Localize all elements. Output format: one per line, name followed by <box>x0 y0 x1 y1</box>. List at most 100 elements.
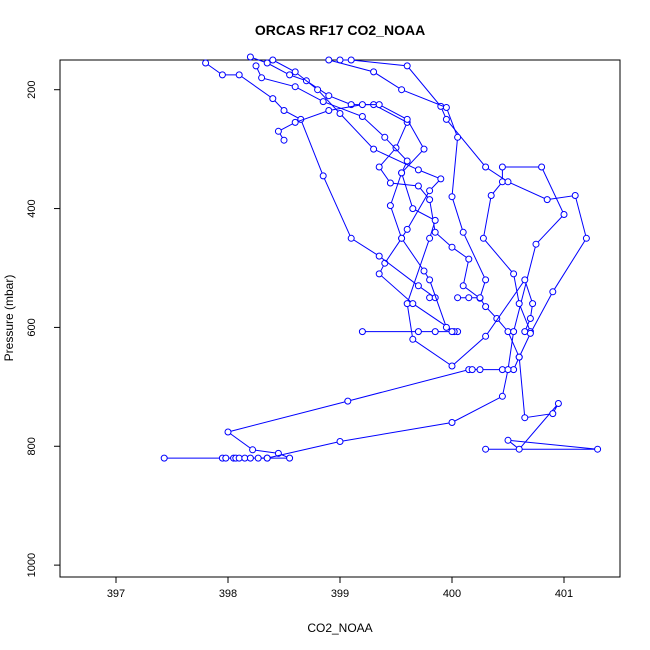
x-tick-label-3: 400 <box>443 588 461 600</box>
data-point-2-17 <box>403 62 411 70</box>
data-point-5-3 <box>482 276 490 284</box>
data-point-0-27 <box>431 228 439 236</box>
data-point-3-15 <box>314 86 322 94</box>
data-point-5-8 <box>398 86 406 94</box>
series-layer <box>160 53 602 462</box>
y-tick-label-1: 400 <box>26 199 38 217</box>
data-point-5-1 <box>465 294 473 302</box>
data-point-0-26 <box>448 243 456 251</box>
data-point-6-12 <box>426 276 434 284</box>
data-point-2-9 <box>549 288 557 296</box>
data-point-0-28 <box>426 196 434 204</box>
x-tick-label-0: 397 <box>107 588 125 600</box>
data-point-1-32 <box>319 98 327 106</box>
data-point-0-40 <box>246 53 254 61</box>
data-point-2-1 <box>594 445 602 453</box>
data-point-1-27 <box>409 205 417 213</box>
data-point-1-35 <box>252 62 260 70</box>
data-point-2-13 <box>504 178 512 186</box>
data-point-2-14 <box>482 163 490 171</box>
series-5 <box>325 56 490 302</box>
series-6 <box>274 101 456 336</box>
data-point-2-2 <box>504 436 512 444</box>
data-point-2-15 <box>442 115 450 123</box>
data-point-1-17 <box>521 328 529 336</box>
data-point-4-9 <box>235 71 243 79</box>
data-point-5-10 <box>325 56 333 64</box>
data-point-0-11 <box>249 446 257 454</box>
data-point-1-18 <box>526 315 534 322</box>
data-point-5-0 <box>454 294 462 302</box>
data-point-6-7 <box>420 145 428 153</box>
data-point-0-12 <box>224 428 232 436</box>
data-point-0-32 <box>392 144 400 152</box>
data-point-2-6 <box>521 414 529 422</box>
data-point-1-10 <box>498 163 506 171</box>
data-point-2-18 <box>347 56 355 64</box>
data-point-0-25 <box>465 255 473 263</box>
data-point-2-5 <box>549 410 557 418</box>
data-point-6-13 <box>442 323 450 331</box>
data-point-2-12 <box>543 196 551 204</box>
data-point-5-6 <box>454 133 462 141</box>
data-point-3-13 <box>370 145 378 153</box>
data-point-6-10 <box>398 234 406 242</box>
data-point-0-29 <box>414 182 422 190</box>
data-point-4-2 <box>414 282 422 290</box>
data-point-4-10 <box>218 71 226 79</box>
x-tick-label-2: 399 <box>331 588 349 600</box>
data-point-1-5 <box>504 366 512 374</box>
data-point-6-14 <box>448 328 456 336</box>
data-point-2-10 <box>582 234 590 242</box>
plot-area-frame <box>59 59 621 578</box>
series-0 <box>160 53 523 462</box>
data-point-2-4 <box>554 400 562 407</box>
data-point-0-21 <box>493 315 501 322</box>
data-point-6-1 <box>274 127 282 135</box>
data-point-6-11 <box>420 267 428 275</box>
y-tick-label-3: 800 <box>26 437 38 455</box>
data-point-3-6 <box>375 270 383 278</box>
data-point-1-8 <box>560 211 568 218</box>
data-point-1-31 <box>358 113 366 120</box>
data-point-0-38 <box>286 71 294 79</box>
data-point-3-11 <box>437 175 445 183</box>
data-point-1-14 <box>510 270 518 278</box>
data-point-3-7 <box>381 259 389 267</box>
data-point-4-11 <box>202 59 210 67</box>
chart-title: ORCAS RF17 CO2_NOAA <box>255 22 425 38</box>
data-point-0-2 <box>222 454 230 462</box>
data-point-0-9 <box>286 454 294 462</box>
y-tick-label-2: 600 <box>26 318 38 336</box>
data-point-0-7 <box>246 454 254 462</box>
data-point-5-4 <box>459 228 467 236</box>
data-point-6-4 <box>358 101 366 109</box>
data-point-2-8 <box>526 329 534 337</box>
data-point-1-20 <box>521 276 529 284</box>
data-point-3-17 <box>269 56 277 64</box>
data-point-1-29 <box>403 157 411 165</box>
data-point-1-22 <box>448 362 456 370</box>
series-3 <box>269 56 462 336</box>
data-point-0-13 <box>344 397 352 405</box>
data-point-1-23 <box>409 335 417 343</box>
data-point-5-2 <box>476 294 484 302</box>
x-tick-label-4: 401 <box>555 588 573 600</box>
y-axis-label: Pressure (mbar) <box>2 275 16 362</box>
data-point-1-19 <box>529 300 537 308</box>
x-axis-label: CO2_NOAA <box>307 621 372 635</box>
data-point-6-5 <box>375 101 383 109</box>
data-point-6-9 <box>386 202 394 210</box>
data-point-6-8 <box>398 169 406 177</box>
data-point-1-1 <box>263 454 271 462</box>
data-point-2-0 <box>482 445 490 453</box>
data-point-4-5 <box>319 172 327 180</box>
data-point-6-3 <box>325 107 333 114</box>
data-point-5-5 <box>448 193 456 201</box>
x-tick-label-1: 398 <box>219 588 237 600</box>
data-point-1-25 <box>426 234 434 242</box>
data-point-3-1 <box>414 328 422 336</box>
series-line-6 <box>277 104 453 333</box>
series-line-4 <box>205 62 437 299</box>
data-point-4-3 <box>375 252 383 260</box>
